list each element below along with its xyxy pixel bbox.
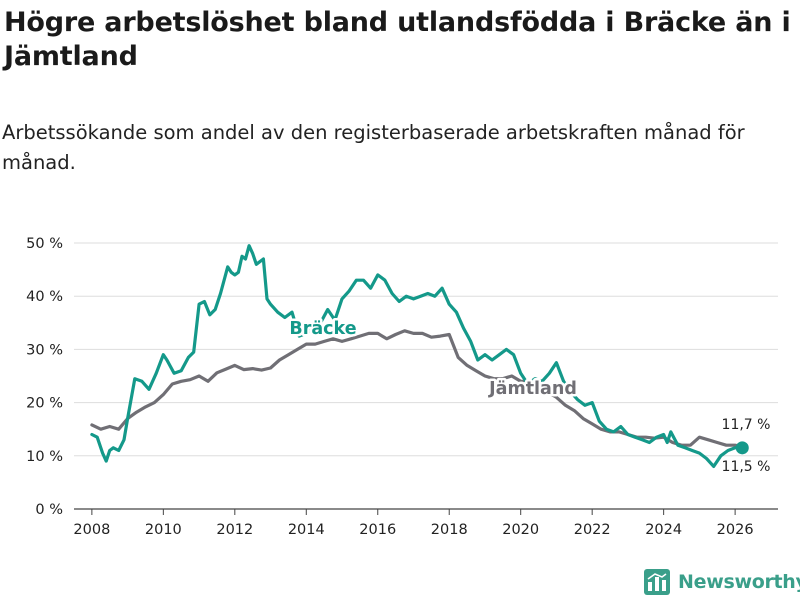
end-point-marker xyxy=(735,441,749,455)
x-tick-label: 2014 xyxy=(288,522,325,538)
x-tick-label: 2012 xyxy=(216,522,253,538)
series-label-halo-jamtland: Jämtland xyxy=(488,379,577,399)
y-tick-label: 40 % xyxy=(26,289,63,305)
y-tick-label: 20 % xyxy=(26,396,63,412)
x-tick-label: 2008 xyxy=(73,522,110,538)
y-tick-label: 50 % xyxy=(26,236,63,252)
x-tick-label: 2018 xyxy=(431,522,468,538)
x-tick-label: 2020 xyxy=(502,522,539,538)
y-tick-label: 10 % xyxy=(26,449,63,465)
series-label-jamtland: Jämtland xyxy=(488,379,577,399)
x-tick-label: 2016 xyxy=(359,522,396,538)
end-label-bracke: 11,5 % xyxy=(722,459,771,475)
x-tick-label: 2026 xyxy=(717,522,754,538)
series-line-jamtland xyxy=(90,329,744,449)
y-tick-label: 30 % xyxy=(26,342,63,358)
x-tick-label: 2024 xyxy=(645,522,682,538)
x-tick-label: 2022 xyxy=(574,522,611,538)
chart-title: Högre arbetslöshet bland utlandsfödda i … xyxy=(4,7,791,72)
series-label-halo-bracke: Bräcke xyxy=(289,319,356,339)
chart-subtitle: Arbetssökande som andel av den registerb… xyxy=(2,121,745,174)
end-label-jamtland: 11,7 % xyxy=(722,417,771,433)
newsworthy-brand[interactable]: Newsworthy xyxy=(644,568,800,596)
y-tick-label: 0 % xyxy=(35,502,63,518)
newsworthy-logo-icon xyxy=(644,569,670,595)
series-line-bracke xyxy=(90,244,744,468)
series-label-bracke: Bräcke xyxy=(289,319,356,339)
x-tick-label: 2010 xyxy=(145,522,182,538)
brand-name: Newsworthy xyxy=(678,571,800,593)
